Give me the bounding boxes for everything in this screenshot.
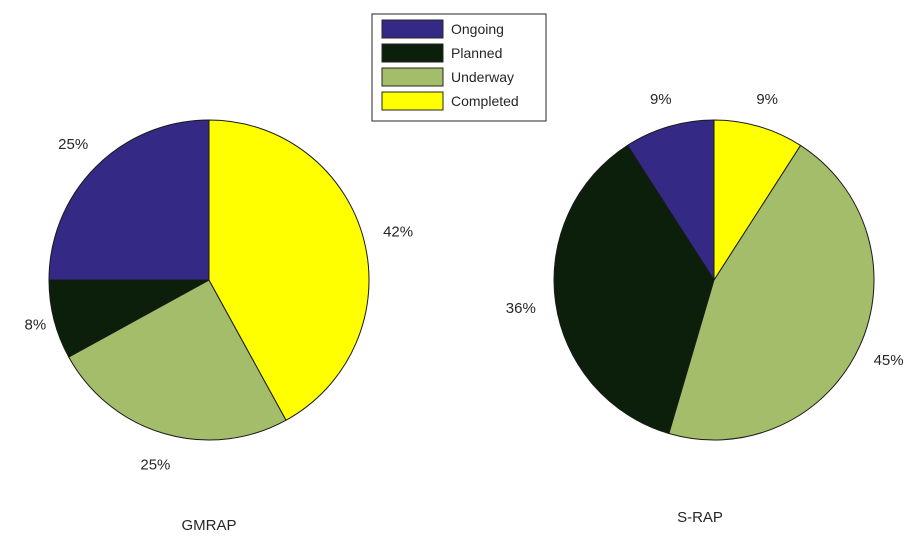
legend-swatch-completed xyxy=(381,91,444,111)
pie-gmrap: 25% 8% 25% 42% GMRAP xyxy=(25,119,413,534)
slice-gmrap-completed xyxy=(208,119,370,421)
pie-s-rap: 9% 36% 45% 9% S-RAP xyxy=(506,91,904,526)
slice-gmrap-ongoing xyxy=(48,119,210,281)
legend-label-underway: Underway xyxy=(451,69,514,85)
slice-gmrap-underway xyxy=(68,279,287,441)
legend-swatch-planned xyxy=(381,43,444,63)
slice-label-s-rap-planned: 36% xyxy=(506,300,536,317)
legend-swatch-ongoing xyxy=(381,19,444,39)
slice-label-s-rap-underway: 45% xyxy=(874,352,904,369)
pies-group: 25% 8% 25% 42% GMRAP 9% 36% 45% 9% S-RAP xyxy=(25,91,904,534)
slice-s-rap-underway xyxy=(668,144,875,441)
slice-s-rap-completed xyxy=(713,119,802,282)
legend: Ongoing Planned Underway Completed xyxy=(371,13,547,122)
chart-title-gmrap: GMRAP xyxy=(181,517,236,534)
slice-s-rap-ongoing xyxy=(626,119,715,282)
legend-label-ongoing: Ongoing xyxy=(451,21,504,37)
legend-swatch-underway xyxy=(381,67,444,87)
legend-label-completed: Completed xyxy=(451,93,519,109)
slice-label-s-rap-ongoing: 9% xyxy=(650,91,672,108)
chart-title-s-rap: S-RAP xyxy=(677,509,723,526)
slice-s-rap-planned xyxy=(553,144,715,435)
slice-label-gmrap-underway: 25% xyxy=(140,456,170,473)
slice-label-gmrap-planned: 8% xyxy=(25,317,47,334)
legend-items: Ongoing Planned Underway Completed xyxy=(381,19,519,111)
legend-label-planned: Planned xyxy=(451,45,502,61)
slice-label-gmrap-completed: 42% xyxy=(383,224,413,241)
slice-label-s-rap-completed: 9% xyxy=(756,91,778,108)
slice-label-gmrap-ongoing: 25% xyxy=(58,136,88,153)
